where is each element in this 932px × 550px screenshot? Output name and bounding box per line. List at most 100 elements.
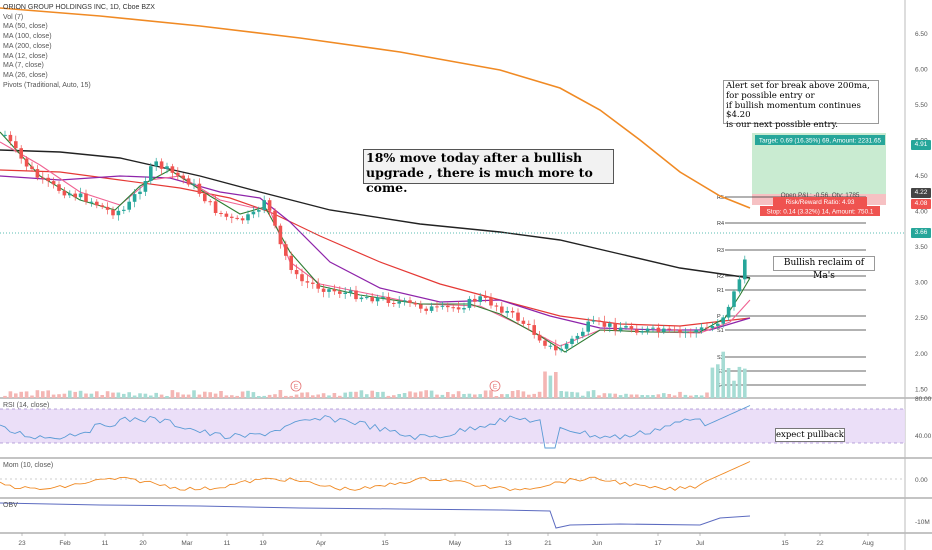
mom-label[interactable]: Mom (10, close) (3, 462, 54, 469)
candle-body (483, 296, 488, 298)
volume-bar (127, 392, 131, 398)
legend-ma50[interactable]: MA (50, close) (3, 23, 48, 31)
volume-bar (354, 391, 358, 398)
volume-bar (694, 395, 698, 398)
pivot-label: P (717, 314, 721, 320)
candle-body (672, 329, 677, 331)
volume-bar (338, 395, 342, 398)
volume-bar (262, 395, 266, 398)
candle-body (527, 323, 531, 325)
candle-body (305, 281, 310, 283)
candle-body (705, 327, 709, 329)
candle-body (14, 141, 18, 149)
time-tick: 15 (381, 540, 389, 547)
alert-note[interactable]: Alert set for break above 200ma, for pos… (723, 80, 879, 130)
candle-body (732, 291, 736, 307)
candle-body (316, 284, 320, 289)
volume-bar (30, 395, 34, 398)
volume-bar (278, 390, 283, 398)
volume-bar (397, 394, 401, 398)
rr-label-bg (773, 197, 867, 206)
volume-bar (300, 392, 304, 398)
candle-body (694, 330, 698, 333)
reclaim-note[interactable]: Bullish reclaim of Ma's (773, 256, 875, 281)
volume-bar (462, 394, 466, 398)
volume-bar (78, 390, 83, 398)
volume-bar (446, 392, 450, 398)
volume-bar (197, 394, 202, 398)
legend-pivots[interactable]: Pivots (Traditional, Auto, 15) (3, 81, 91, 89)
candle-body (278, 225, 283, 245)
candle-body (532, 325, 536, 335)
legend-ma12[interactable]: MA (12, close) (3, 52, 48, 60)
volume-bar (122, 393, 126, 398)
volume-bar (149, 395, 153, 398)
move-line-1: 18% move today after a bullish (366, 150, 583, 165)
volume-bar (672, 395, 677, 398)
price-tick: 5.50 (915, 102, 928, 109)
pivot-label: S4 (717, 383, 724, 389)
chart-legend: ORION GROUP HOLDINGS INC, 1D, Cboe BZX V… (3, 3, 155, 90)
earnings-marker[interactable]: E (290, 380, 302, 392)
ma200-line (0, 7, 751, 209)
symbol-title[interactable]: ORION GROUP HOLDINGS INC, 1D, Cboe BZX (3, 4, 155, 11)
candle-body (192, 183, 196, 185)
candle-body (300, 274, 304, 282)
price-tick: 3.00 (915, 280, 928, 287)
volume-bar (181, 394, 185, 398)
volume-bar (73, 391, 77, 398)
candle-body (645, 328, 650, 332)
rsi-tick-40: 40.00 (915, 433, 932, 440)
candle-body (230, 216, 234, 218)
candle-body (149, 166, 153, 181)
volume-bar (311, 395, 315, 398)
candle-body (46, 177, 50, 182)
legend-ma100[interactable]: MA (100, close) (3, 33, 52, 41)
candle-body (267, 200, 272, 211)
candle-body (84, 193, 88, 202)
obv-label[interactable]: OBV (3, 502, 18, 509)
candle-body (678, 329, 682, 333)
legend-vol[interactable]: Vol (7) (3, 13, 24, 21)
volume-bar (381, 391, 385, 398)
candle-body (132, 194, 137, 202)
volume-bar (165, 396, 169, 398)
price-axis: 6.506.005.505.004.504.003.503.002.502.00… (915, 31, 928, 393)
alert-line-4: is our next possible entry. (726, 120, 839, 131)
volume-bar (100, 395, 104, 398)
volume-bar (375, 392, 380, 398)
volume-bar (294, 394, 299, 398)
candle-body (494, 305, 499, 307)
volume-bar (489, 390, 493, 398)
candle-body (240, 218, 245, 221)
volume-bar (435, 394, 439, 398)
volume-bar (132, 395, 137, 398)
time-tick: 15 (781, 540, 789, 547)
volume-bar (419, 391, 423, 398)
legend-ma200[interactable]: MA (200, close) (3, 42, 52, 50)
time-tick: 19 (259, 540, 267, 547)
candle-body (392, 303, 396, 304)
earnings-marker[interactable]: E (489, 380, 501, 392)
volume-bar (440, 394, 445, 398)
time-tick: Jul (696, 540, 705, 547)
candle-body (19, 148, 23, 159)
volume-bar (732, 380, 736, 398)
volume-bar (710, 367, 715, 398)
move-note[interactable]: 18% move today after a bullish upgrade ,… (363, 149, 614, 195)
stop-label-bg (760, 206, 880, 216)
legend-ma7[interactable]: MA (7, close) (3, 62, 44, 70)
legend-ma26[interactable]: MA (26, close) (3, 71, 48, 79)
candle-body (608, 323, 612, 327)
volume-bar (219, 391, 223, 398)
rsi-label[interactable]: RSI (14, close) (3, 402, 50, 409)
time-tick: 20 (139, 540, 147, 547)
volume-bar (581, 395, 585, 398)
volume-bar (138, 393, 142, 398)
pullback-note[interactable]: expect pullback (775, 428, 845, 442)
candle-body (343, 292, 347, 294)
volume-bar (662, 393, 666, 398)
candle-body (624, 326, 628, 328)
pivot-label: R3 (717, 248, 724, 254)
